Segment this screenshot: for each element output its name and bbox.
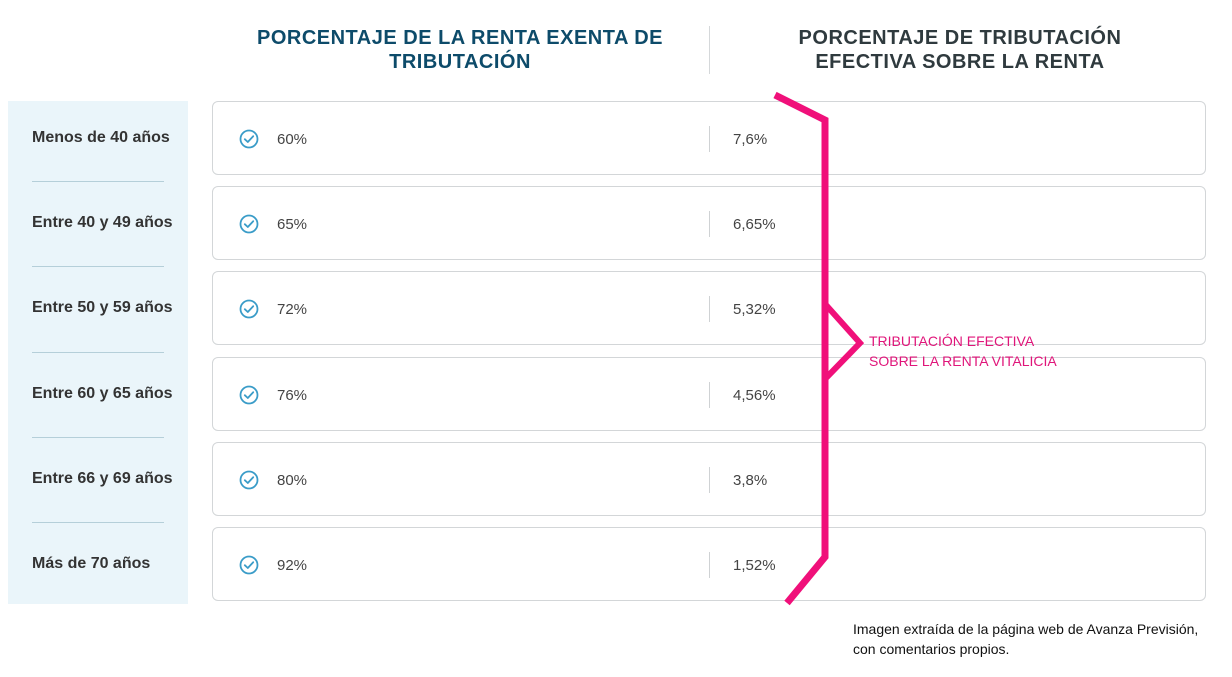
table-row: 60% 7,6% [212,101,1206,175]
check-circle-icon [239,470,259,490]
caption-line2: con comentarios propios. [853,641,1010,657]
column-divider [709,382,710,408]
check-circle-icon [239,214,259,234]
age-separator [32,437,164,438]
age-label: Entre 40 y 49 años [32,214,173,231]
column-divider [709,552,710,578]
check-circle-icon [239,129,259,149]
header-effective-line1: PORCENTAJE DE TRIBUTACIÓN [798,27,1122,49]
annotation-line2: SOBRE LA RENTA VITALICIA [869,353,1057,369]
age-label: Menos de 40 años [32,129,170,146]
check-circle-icon [239,555,259,575]
exempt-percentage: 92% [277,557,308,574]
header-effective-taxation: PORCENTAJE DE TRIBUTACIÓN EFECTIVA SOBRE… [760,26,1160,74]
effective-taxation: 5,32% [733,301,776,318]
age-label: Más de 70 años [32,555,151,572]
table-row: 76% 4,56% [212,357,1206,431]
check-circle-icon [239,385,259,405]
header-exempt-line1: PORCENTAJE DE LA RENTA EXENTA DE [256,27,664,49]
exempt-percentage: 80% [277,472,308,489]
exempt-percentage: 60% [277,131,308,148]
effective-taxation: 4,56% [733,387,776,404]
age-label: Entre 66 y 69 años [32,470,173,487]
effective-taxation: 7,6% [733,131,768,148]
table-row: 72% 5,32% [212,271,1206,345]
column-divider [709,126,710,152]
effective-taxation: 6,65% [733,216,776,233]
check-circle-icon [239,299,259,319]
column-divider [709,467,710,493]
annotation-text: TRIBUTACIÓN EFECTIVA SOBRE LA RENTA VITA… [869,331,1057,371]
table-row: 80% 3,8% [212,442,1206,516]
image-caption: Imagen extraída de la página web de Avan… [853,619,1198,659]
column-divider [709,211,710,237]
age-separator [32,352,164,353]
table-row: 65% 6,65% [212,186,1206,260]
table-row: 92% 1,52% [212,527,1206,601]
caption-line1: Imagen extraída de la página web de Avan… [853,621,1199,637]
exempt-percentage: 72% [277,301,308,318]
exempt-percentage: 65% [277,216,308,233]
header-effective-line2: EFECTIVA SOBRE LA RENTA [815,51,1105,73]
age-separator [32,181,164,182]
age-label: Entre 50 y 59 años [32,299,173,316]
annotation-line1: TRIBUTACIÓN EFECTIVA [869,333,1035,349]
header-exempt-percentage: PORCENTAJE DE LA RENTA EXENTA DE TRIBUTA… [240,26,680,74]
header-exempt-line2: TRIBUTACIÓN [389,51,531,73]
effective-taxation: 3,8% [733,472,768,489]
age-separator [32,266,164,267]
header-divider [709,26,710,74]
age-separator [32,522,164,523]
column-divider [709,296,710,322]
age-label: Entre 60 y 65 años [32,385,173,402]
exempt-percentage: 76% [277,387,308,404]
effective-taxation: 1,52% [733,557,776,574]
